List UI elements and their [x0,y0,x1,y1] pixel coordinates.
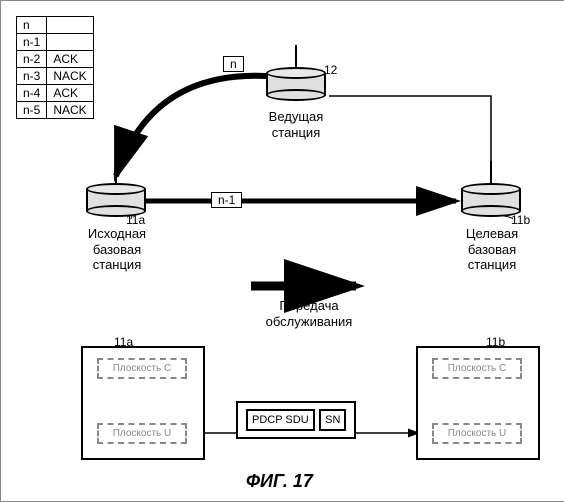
handover-label: Передача обслуживания [254,298,364,329]
status-cell: NACK [47,102,93,119]
table-row: n-5NACK [17,102,94,119]
status-cell: ACK [47,51,93,68]
seq-cell: n-3 [17,68,47,85]
status-cell [47,34,93,51]
status-cell [47,17,93,34]
status-cell: ACK [47,85,93,102]
source-label: Исходная базовая станция [76,226,158,273]
source-callout: 11a [126,213,145,227]
master-label: Ведущая станция [255,109,337,140]
seq-cell: n [17,17,47,34]
cylinder-icon [86,183,146,217]
plane-c-box: Плоскость C [432,358,522,379]
seq-box-n1: n-1 [211,192,242,208]
table-row: n-3NACK [17,68,94,85]
plane-u-box: Плоскость U [97,423,187,444]
source-station [86,183,146,217]
seq-cell: n-1 [17,34,47,51]
sn-box: SN [319,409,346,431]
table-row: n-4ACK [17,85,94,102]
master-station [266,67,326,101]
plane-c-box: Плоскость C [97,358,187,379]
right-box-callout: 11b [486,335,505,349]
cylinder-icon [266,67,326,101]
seq-cell: n-5 [17,102,47,119]
seq-box-n: n [223,56,244,72]
target-label: Целевая базовая станция [451,226,533,273]
diagram-container: n n-1 n-2ACK n-3NACK n-4ACK n-5NACK Веду… [0,0,564,502]
status-cell: NACK [47,68,93,85]
target-callout: 11b [511,213,530,227]
master-callout: 12 [324,63,337,77]
target-plane-box: Плоскость C Плоскость U [416,346,540,460]
table-row: n-2ACK [17,51,94,68]
left-box-callout: 11a [114,335,133,349]
plane-u-box: Плоскость U [432,423,522,444]
seq-cell: n-4 [17,85,47,102]
target-station [461,183,521,217]
table-row: n [17,17,94,34]
pdcp-container: PDCP SDU SN [236,401,356,439]
seq-cell: n-2 [17,51,47,68]
source-plane-box: Плоскость C Плоскость U [81,346,205,460]
cylinder-icon [461,183,521,217]
pdcp-box: PDCP SDU [246,409,315,431]
table-row: n-1 [17,34,94,51]
figure-label: ФИГ. 17 [246,471,313,492]
ack-table: n n-1 n-2ACK n-3NACK n-4ACK n-5NACK [16,16,94,119]
